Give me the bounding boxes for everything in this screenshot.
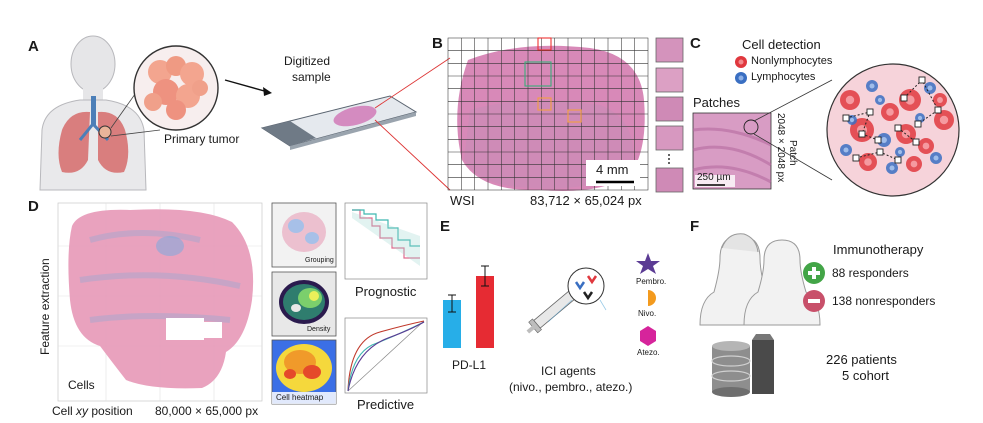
patch-scale-bar-label: 250 µm <box>697 172 731 183</box>
immunotherapy-label: Immunotherapy <box>833 242 924 257</box>
tumor-cells <box>144 56 208 120</box>
patch-label: Patch <box>787 140 798 166</box>
cell-detection-title: Cell detection <box>742 37 821 52</box>
cohort-count-label: 5 cohort <box>842 368 889 383</box>
wsi-label: WSI <box>450 193 475 208</box>
primary-tumor-label: Primary tumor <box>164 132 240 146</box>
prognostic-label: Prognostic <box>355 284 417 299</box>
panel-b-letter: B <box>432 35 443 52</box>
cells-label: Cells <box>68 378 95 392</box>
panel-a-letter: A <box>28 38 39 55</box>
wsi-dimensions: 83,712 × 65,024 px <box>530 193 642 208</box>
drug-atezo-label: Atezo. <box>637 348 660 357</box>
drug-pembro-label: Pembro. <box>636 277 667 286</box>
legend-nonlymphocytes: Nonlymphocytes <box>751 55 833 67</box>
lungs <box>58 96 129 173</box>
panel-c-letter: C <box>690 35 701 52</box>
thumb-grouping-label: Grouping <box>305 257 334 264</box>
ici-agents-list: (nivo., pembro., atezo.) <box>509 380 633 394</box>
patient-faces <box>699 233 821 326</box>
thumb-cell-heatmap-label: Cell heatmap <box>276 393 324 402</box>
database-icon <box>711 334 774 397</box>
digitized-sample-label-2: sample <box>292 70 331 84</box>
patch-size-label: 2048 × 2048 px <box>775 113 786 183</box>
pdl1-label: PD-L1 <box>452 358 487 372</box>
patches-label: Patches <box>693 95 740 110</box>
predictive-label: Predictive <box>357 397 415 412</box>
panel-d-letter: D <box>28 198 39 215</box>
panel-f-letter: F <box>690 218 700 235</box>
legend-lymphocytes: Lymphocytes <box>751 71 816 83</box>
cell-map-dimensions: 80,000 × 65,000 px <box>155 404 259 418</box>
patch-thumbnails <box>655 37 684 193</box>
digitized-sample-label-1: Digitized <box>284 54 331 68</box>
feature-extraction-axis-label: Feature extraction <box>38 258 52 355</box>
body-silhouette <box>39 35 147 191</box>
drug-nivo-label: Nivo. <box>638 309 657 318</box>
patients-count-label: 226 patients <box>826 352 897 367</box>
ici-agents-label: ICI agents <box>541 364 596 378</box>
thumb-density-label: Density <box>307 326 331 333</box>
wsi-scale-bar-label: 4 mm <box>596 162 629 177</box>
nonresponders-label: 138 nonresponders <box>832 294 936 308</box>
glass-slide <box>260 95 418 150</box>
syringe <box>526 275 596 334</box>
panel-e-letter: E <box>440 218 451 235</box>
responders-label: 88 responders <box>832 266 909 280</box>
cell-xy-axis-label: Cell xy position <box>52 404 133 418</box>
